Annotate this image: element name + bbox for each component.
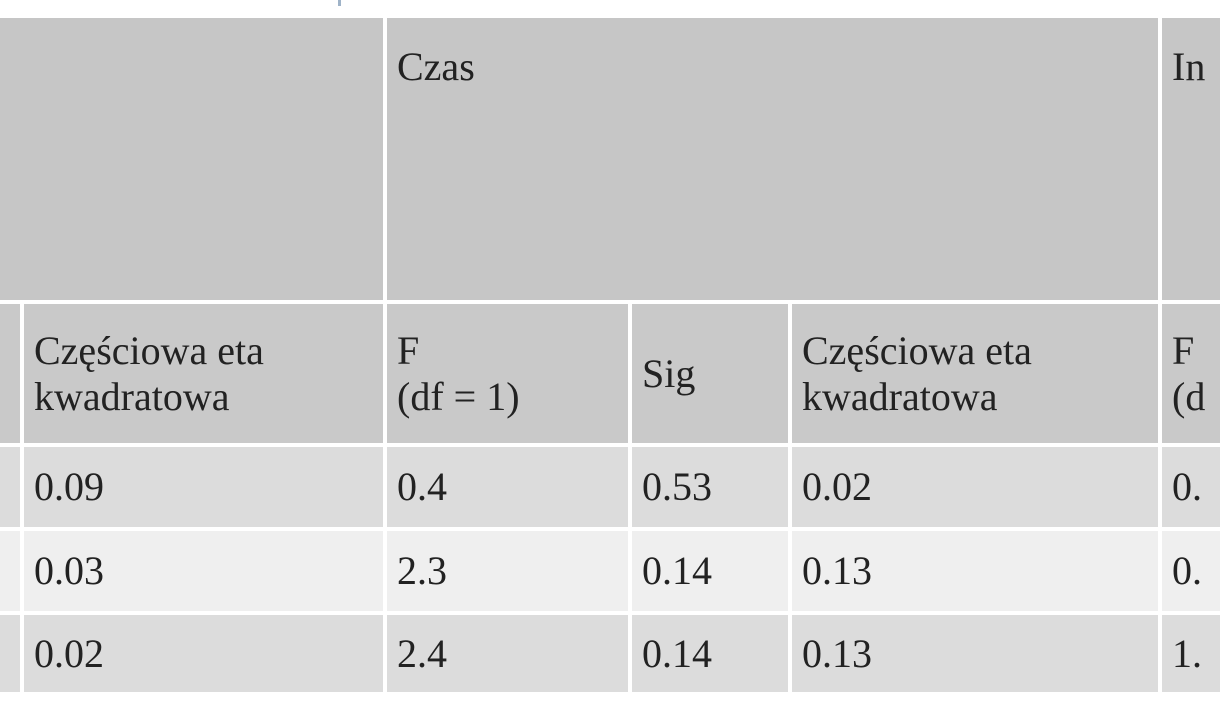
table-cell: 0.14 [632, 615, 788, 692]
group-header: In [1162, 18, 1220, 300]
cropped-fragment [338, 0, 341, 6]
table-cell: 0.02 [24, 615, 383, 692]
table-cell: 0.09 [24, 447, 383, 527]
table-cell: 0.4 [387, 447, 628, 527]
table-cell: 0.02 [792, 447, 1158, 527]
table-cell: 0.14 [632, 531, 788, 611]
table-cell [0, 531, 20, 611]
header-cell [0, 304, 20, 443]
table-cell: 0.53 [632, 447, 788, 527]
header-cell [0, 18, 383, 300]
column-header: F (df = 1) [387, 304, 628, 443]
table-cell: 0. [1162, 447, 1220, 527]
table-cell: 0.03 [24, 531, 383, 611]
table-cell [0, 615, 20, 692]
table-cell: 0.13 [792, 531, 1158, 611]
table-cell [0, 447, 20, 527]
table-cell: 2.4 [387, 615, 628, 692]
column-header: F (d [1162, 304, 1220, 443]
table-cell: 0. [1162, 531, 1220, 611]
group-header: Czas [387, 18, 1158, 300]
table-cell: 1. [1162, 615, 1220, 692]
column-header: Częściowa eta kwadratowa [792, 304, 1158, 443]
column-header: Częściowa eta kwadratowa [24, 304, 383, 443]
table-cell: 2.3 [387, 531, 628, 611]
column-header: Sig [632, 304, 788, 443]
table-cell: 0.13 [792, 615, 1158, 692]
